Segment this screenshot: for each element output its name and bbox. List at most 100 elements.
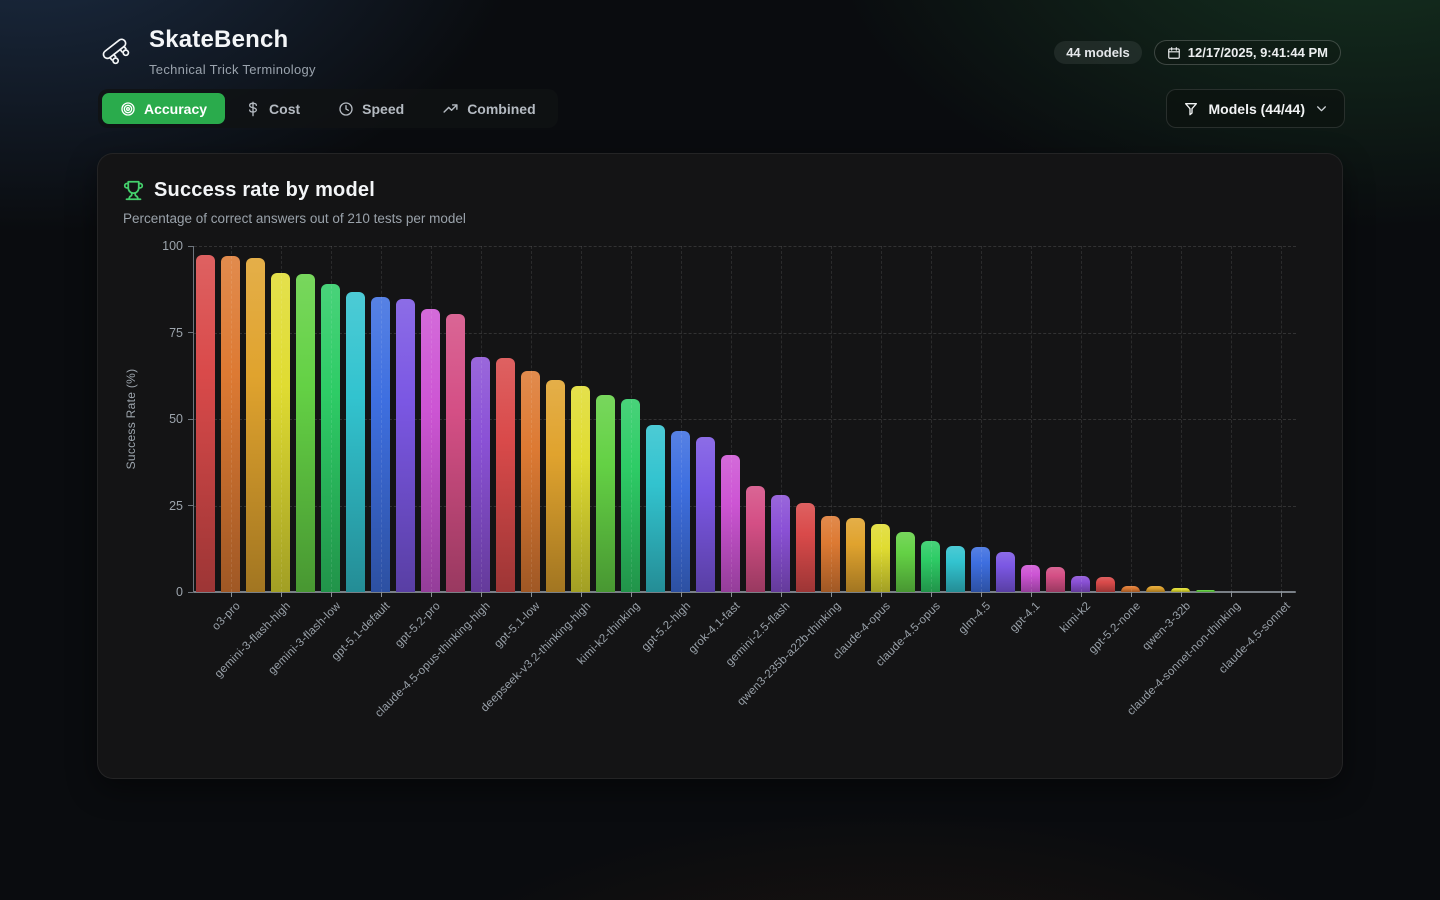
metric-tabbar: Accuracy Cost Speed Combined [98,89,558,128]
x-tick-mark [580,592,582,597]
bar-rank-5[interactable] [296,273,315,592]
x-tick-mark [1030,592,1032,597]
bar-qwen3-235b-a22b-thinking[interactable] [821,515,840,592]
timestamp-text: 12/17/2025, 9:41:44 PM [1187,45,1328,60]
bar-rank-21[interactable] [696,437,715,592]
bar-rank-25[interactable] [796,503,815,592]
bar-rank-1[interactable] [196,255,215,592]
bar-rank-17[interactable] [596,395,615,592]
bar-rank-33[interactable] [996,551,1015,592]
x-tick-label-gpt-4.1: gpt-4.1 [1008,600,1043,635]
x-tick-mark [1080,592,1082,597]
bar-rank-13[interactable] [496,358,515,592]
x-tick-label-qwen-3-32b: qwen-3-32b [1140,600,1193,653]
bar-deepseek-v3.2-thinking-high[interactable] [571,386,590,592]
bar-kimi-k2-thinking[interactable] [621,398,640,592]
x-tick-label-glm-4.5: glm-4.5 [956,600,993,637]
bar-grok-4.1-fast[interactable] [721,455,740,592]
bar-rank-39[interactable] [1146,585,1165,592]
bar-rank-3[interactable] [246,257,265,592]
x-tick-label-kimi-k2: kimi-k2 [1057,600,1093,636]
calendar-icon [1167,46,1180,59]
bar-qwen-3-32b[interactable] [1171,587,1190,592]
x-tick-label-o3-pro: o3-pro [210,600,243,633]
bar-gpt-5.1-default[interactable] [371,297,390,592]
x-tick-mark [1280,592,1282,597]
bar-rank-35[interactable] [1046,566,1065,592]
bar-gpt-5.1-low[interactable] [521,371,540,592]
bar-gemini-3-flash-high[interactable] [271,272,290,592]
bar-rank-9[interactable] [396,298,415,592]
h-gridline-100 [194,246,1296,247]
bar-gpt-5.2-high[interactable] [671,431,690,592]
x-tick-mark [380,592,382,597]
x-tick-mark [730,592,732,597]
bar-rank-23[interactable] [746,485,765,592]
y-tick-label-50: 50 [169,412,183,426]
tab-accuracy-label: Accuracy [144,100,208,117]
y-tick-label-100: 100 [162,239,183,253]
y-tick-mark [188,591,193,593]
bar-claude-4.5-opus[interactable] [921,541,940,592]
x-tick-mark [230,592,232,597]
models-count-badge: 44 models [1054,41,1142,64]
bar-claude-4.5-opus-thinking-high[interactable] [471,357,490,592]
bar-gemini-3-flash-low[interactable] [321,284,340,592]
x-tick-mark [1180,592,1182,597]
bar-glm-4.5[interactable] [971,547,990,592]
bar-rank-31[interactable] [946,546,965,592]
dollar-icon [249,101,258,116]
x-tick-mark [930,592,932,597]
x-tick-mark [480,592,482,597]
timestamp-pill: 12/17/2025, 9:41:44 PM [1153,40,1341,65]
bar-rank-27[interactable] [846,517,865,592]
app-title: SkateBench [149,26,289,53]
success-rate-card: Success rate by model Percentage of corr… [97,153,1343,779]
x-tick-mark [880,592,882,597]
tab-combined-label: Combined [467,100,536,117]
y-tick-label-0: 0 [176,585,183,599]
x-tick-mark [980,592,982,597]
bar-rank-19[interactable] [646,424,665,592]
h-gridline-25 [194,505,1296,507]
x-tick-label-gpt-5.2-pro: gpt-5.2-pro [393,600,443,650]
bar-rank-15[interactable] [546,379,565,592]
models-filter-button[interactable]: Models (44/44) [1165,89,1345,128]
x-tick-mark [780,592,782,597]
bar-rank-41[interactable] [1196,589,1215,592]
y-tick-label-75: 75 [169,325,183,340]
bar-kimi-k2[interactable] [1071,576,1090,592]
bar-rank-37[interactable] [1096,577,1115,592]
header-right: 44 models 12/17/2025, 9:41:44 PM [1054,40,1341,65]
x-tick-mark [630,592,632,597]
bar-rank-7[interactable] [346,292,365,592]
tab-cost[interactable]: Cost [227,93,318,124]
tab-speed[interactable]: Speed [320,93,422,124]
y-tick-mark [188,505,193,506]
clock-icon [339,101,353,116]
tab-cost-label: Cost [269,100,301,117]
x-tick-label-qwen3-235b-a22b-thinking: qwen3-235b-a22b-thinking [734,600,843,709]
bar-claude-4-opus[interactable] [871,524,890,592]
tab-combined[interactable]: Combined [424,93,553,124]
bar-gpt-4.1[interactable] [1021,565,1040,592]
x-axis-line [193,591,1296,593]
bar-rank-29[interactable] [896,532,915,592]
bar-gpt-5.2-none[interactable] [1121,585,1140,592]
x-tick-mark [1230,592,1232,597]
x-tick-mark [830,592,832,597]
tab-accuracy[interactable]: Accuracy [102,93,226,124]
x-tick-mark [330,592,332,597]
tab-speed-label: Speed [362,100,405,117]
skateboard-logo-icon [102,38,130,65]
bar-rank-11[interactable] [446,313,465,592]
y-tick-mark [188,418,193,420]
y-axis-title: Success Rate (%) [124,368,138,470]
bar-o3-pro[interactable] [221,256,240,592]
models-filter-label: Models (44/44) [1208,100,1305,117]
bar-gpt-5.2-pro[interactable] [421,308,440,592]
bar-gemini-2.5-flash[interactable] [771,494,790,592]
x-tick-mark [430,592,432,597]
filter-funnel-icon [1184,102,1197,115]
